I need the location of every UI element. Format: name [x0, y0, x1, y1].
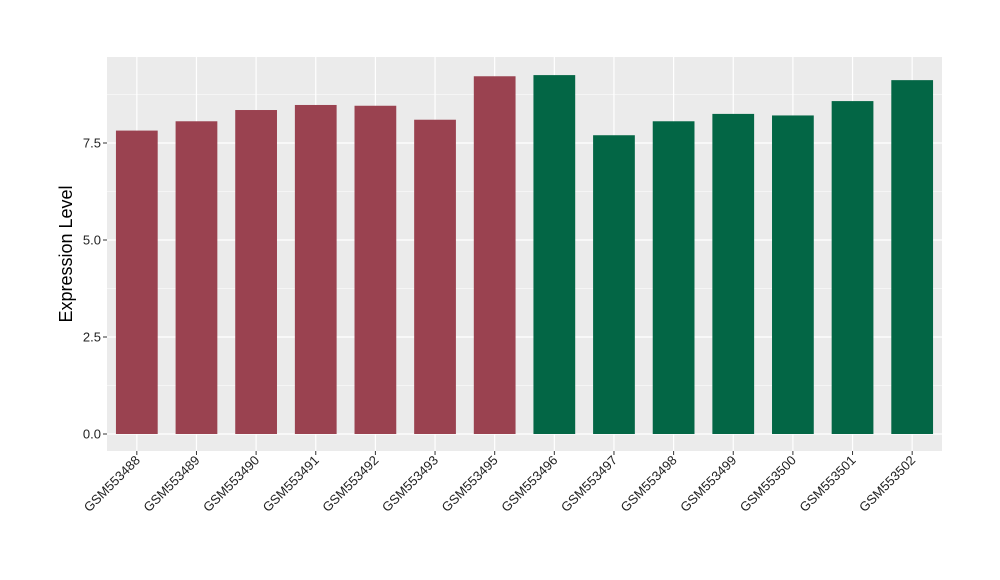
- x-tick-label: GSM553496: [498, 453, 560, 515]
- x-tick-label: GSM553490: [200, 453, 262, 515]
- y-tick-label: 2.5: [83, 330, 101, 345]
- y-axis: 0.0 2.5 5.0 7.5: [83, 136, 107, 442]
- bar: [115, 130, 158, 435]
- bar: [652, 121, 695, 434]
- y-tick-label: 7.5: [83, 136, 101, 151]
- bar: [175, 121, 218, 434]
- x-tick-label: GSM553497: [558, 453, 620, 515]
- x-tick-label: GSM553502: [856, 453, 918, 515]
- plot-panel: [107, 57, 942, 451]
- x-tick-label: GSM553491: [260, 453, 322, 515]
- bar: [712, 113, 755, 435]
- x-tick-label: GSM553493: [379, 453, 441, 515]
- bars: [115, 75, 934, 435]
- x-tick-label: GSM553499: [677, 453, 739, 515]
- bar: [593, 135, 635, 435]
- y-axis-title: Expression Level: [56, 185, 76, 322]
- bar: [354, 105, 397, 434]
- y-tick-label: 5.0: [83, 233, 101, 248]
- bar: [414, 119, 456, 434]
- bar: [473, 76, 516, 434]
- bar: [235, 110, 277, 435]
- x-tick-label: GSM553498: [618, 453, 680, 515]
- bar: [533, 75, 576, 434]
- y-tick-label: 0.0: [83, 427, 101, 442]
- x-tick-label: GSM553489: [140, 453, 202, 515]
- bar: [294, 104, 337, 434]
- bar: [772, 115, 814, 435]
- bar: [891, 80, 934, 435]
- bar: [831, 101, 874, 434]
- x-tick-label: GSM553500: [737, 453, 799, 515]
- x-tick-label: GSM553501: [796, 453, 858, 515]
- x-tick-label: GSM553495: [439, 453, 501, 515]
- x-tick-label: GSM553488: [81, 453, 143, 515]
- x-axis: GSM553488GSM553489GSM553490GSM553491GSM5…: [81, 451, 918, 515]
- x-tick-label: GSM553492: [319, 453, 381, 515]
